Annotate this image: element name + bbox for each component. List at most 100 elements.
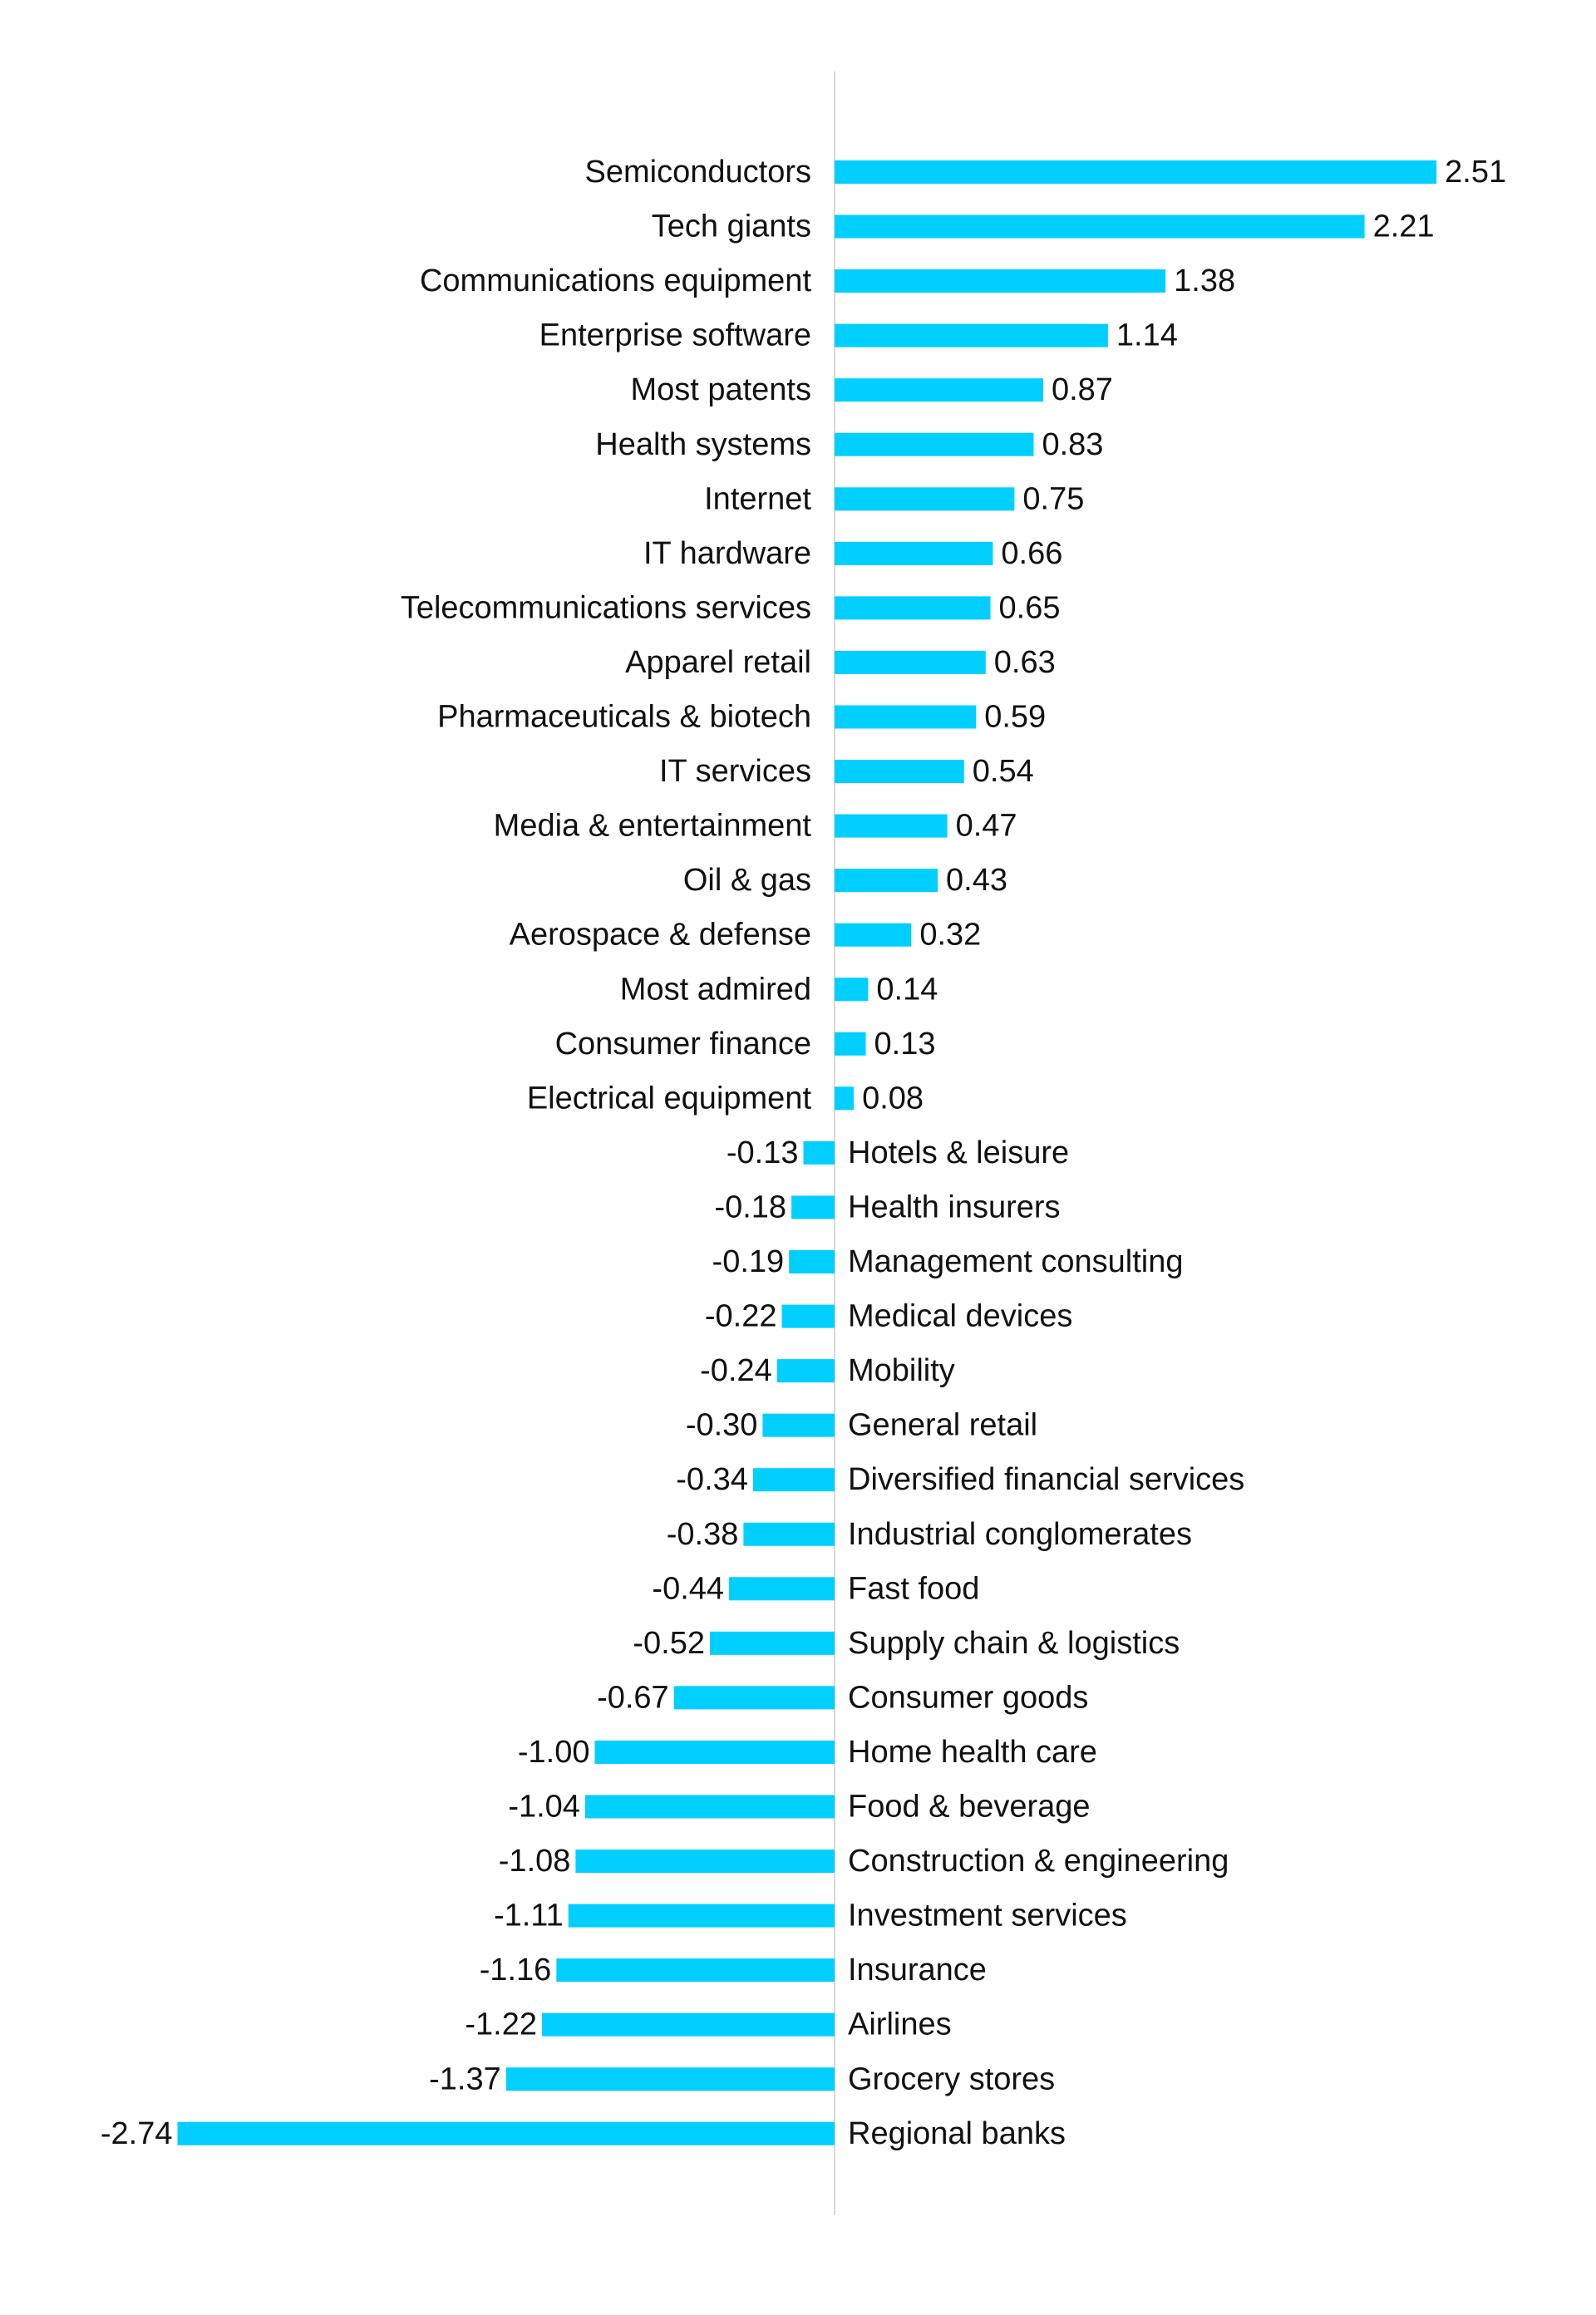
- category-label: Most admired: [620, 972, 811, 1007]
- bar: [835, 705, 977, 729]
- category-label: Communications equipment: [420, 264, 811, 298]
- bar: [791, 1195, 835, 1219]
- value-label: 0.59: [984, 700, 1046, 735]
- value-label: 2.51: [1445, 155, 1506, 190]
- category-label: Consumer finance: [555, 1027, 811, 1061]
- bar: [789, 1250, 835, 1273]
- value-label: -1.16: [480, 1953, 552, 1987]
- bar: [505, 2067, 835, 2091]
- bar: [568, 1904, 835, 1928]
- bar: [776, 1359, 835, 1383]
- bar: [835, 814, 948, 838]
- bar: [835, 1086, 855, 1111]
- bar: [835, 541, 993, 565]
- value-label: 0.54: [973, 754, 1034, 789]
- bar: [729, 1577, 835, 1601]
- category-label: Consumer goods: [848, 1680, 1088, 1715]
- value-label: 2.21: [1373, 209, 1435, 244]
- bar: [835, 1032, 866, 1056]
- category-label: Internet: [704, 481, 811, 516]
- bar: [781, 1304, 835, 1328]
- value-label: 0.63: [994, 645, 1056, 680]
- category-label: Tech giants: [652, 209, 811, 244]
- value-label: -0.34: [676, 1462, 748, 1497]
- category-label: IT hardware: [643, 536, 811, 571]
- category-label: Oil & gas: [683, 863, 811, 898]
- value-label: 0.32: [919, 918, 981, 953]
- value-label: -0.13: [727, 1135, 799, 1170]
- value-label: -1.37: [429, 2061, 501, 2096]
- category-label: Hotels & leisure: [848, 1135, 1069, 1170]
- value-label: -1.00: [518, 1735, 590, 1770]
- value-label: 0.87: [1052, 372, 1113, 407]
- bar: [835, 214, 1365, 239]
- bar: [542, 2012, 835, 2037]
- category-label: Electrical equipment: [527, 1081, 812, 1116]
- category-label: Semiconductors: [585, 155, 811, 190]
- value-label: -0.30: [686, 1408, 758, 1443]
- category-label: Industrial conglomerates: [848, 1517, 1192, 1552]
- value-label: 0.65: [999, 590, 1061, 625]
- bar: [743, 1522, 835, 1546]
- bar: [709, 1631, 835, 1655]
- category-label: Health insurers: [848, 1190, 1061, 1224]
- value-label: 1.14: [1116, 318, 1178, 353]
- category-label: Apparel retail: [625, 645, 811, 680]
- bar: [835, 869, 938, 893]
- bar: [556, 1958, 835, 1983]
- value-label: 0.08: [862, 1081, 924, 1116]
- bar: [835, 378, 1043, 402]
- value-label: -0.67: [597, 1680, 669, 1715]
- value-label: 0.43: [946, 863, 1007, 898]
- bar: [177, 2121, 835, 2145]
- bar: [835, 487, 1015, 511]
- bar: [835, 269, 1166, 293]
- bar: [673, 1686, 835, 1710]
- bar: [752, 1468, 835, 1492]
- category-label: Grocery stores: [848, 2061, 1055, 2096]
- value-label: 1.38: [1174, 264, 1235, 298]
- value-label: -0.38: [667, 1517, 739, 1552]
- category-label: Regional banks: [848, 2116, 1066, 2151]
- value-label: -0.19: [712, 1244, 785, 1279]
- bar: [584, 1795, 835, 1819]
- category-label: Most patents: [630, 372, 811, 407]
- value-label: 0.47: [956, 809, 1017, 844]
- bar: [803, 1140, 835, 1165]
- value-label: -1.08: [499, 1844, 571, 1879]
- value-label: -1.11: [494, 1899, 564, 1933]
- bars-group: [177, 160, 1437, 2145]
- bar: [835, 596, 991, 620]
- bar: [835, 323, 1108, 347]
- value-label: 0.66: [1001, 536, 1062, 571]
- category-label: Food & beverage: [848, 1790, 1091, 1825]
- value-label: -2.74: [101, 2116, 173, 2151]
- value-label: 0.13: [874, 1027, 936, 1061]
- value-label: -0.44: [652, 1571, 724, 1606]
- category-label: Health systems: [595, 427, 811, 462]
- value-label: 0.14: [876, 972, 938, 1007]
- category-label: Construction & engineering: [848, 1844, 1229, 1879]
- bar: [594, 1740, 835, 1764]
- value-label: -0.24: [700, 1353, 772, 1388]
- bar: [835, 160, 1437, 184]
- category-label: Aerospace & defense: [510, 918, 811, 953]
- category-label: Supply chain & logistics: [848, 1626, 1180, 1661]
- value-label: -1.04: [508, 1790, 580, 1825]
- category-label: Fast food: [848, 1571, 979, 1606]
- category-label: Airlines: [848, 2007, 952, 2042]
- category-label: Management consulting: [848, 1244, 1183, 1279]
- value-label: -0.18: [714, 1190, 786, 1224]
- category-label: Mobility: [848, 1353, 955, 1388]
- bar: [835, 760, 964, 784]
- category-label: Medical devices: [848, 1299, 1072, 1334]
- category-label: Home health care: [848, 1735, 1097, 1770]
- value-label: 0.75: [1022, 481, 1084, 516]
- value-label: -1.22: [465, 2007, 537, 2042]
- category-label: Enterprise software: [539, 318, 811, 353]
- bar: [835, 978, 869, 1002]
- category-label: Media & entertainment: [494, 809, 812, 844]
- category-label: Telecommunications services: [401, 590, 811, 625]
- value-label: 0.83: [1042, 427, 1103, 462]
